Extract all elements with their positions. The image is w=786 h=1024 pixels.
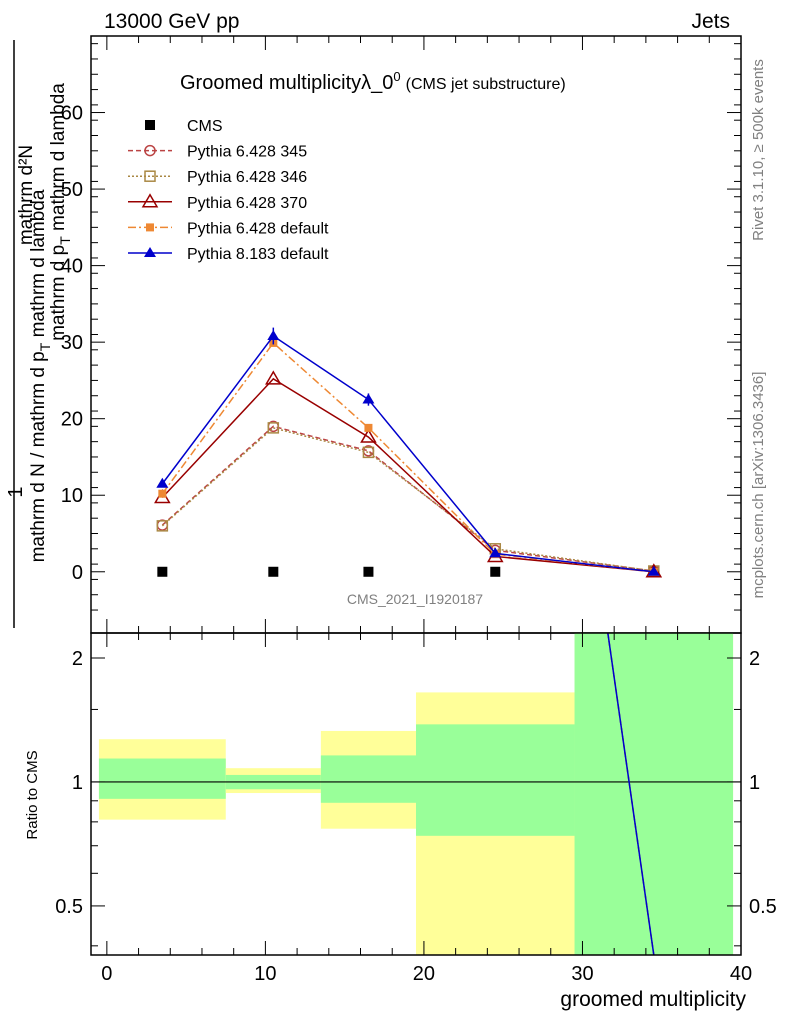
main-plot-panel: 0 10 20 30 40 50 60 <box>61 35 742 634</box>
ratio-line-py8def <box>607 632 655 956</box>
legend-item-py370: Pythia 6.428 370 <box>128 193 307 212</box>
header-left: 13000 GeV pp <box>104 10 239 33</box>
legend-item-py6def: Pythia 6.428 default <box>128 220 329 237</box>
header-right: Jets <box>691 10 730 33</box>
ytick-label-20: 20 <box>61 409 83 431</box>
ylabel-line1-sub: T <box>57 236 73 245</box>
data-point-py370-1 <box>265 370 282 385</box>
plot-title-text: Groomed multiplicity <box>180 72 361 94</box>
ratio-ytick-label-1: 1 <box>72 772 83 794</box>
ratio-plot-frame <box>90 632 742 956</box>
series-line-py6def <box>161 341 654 573</box>
xtick-label-40: 40 <box>730 963 752 985</box>
series-py346 <box>156 422 660 577</box>
legend-label-py345: Pythia 6.428 345 <box>187 144 307 161</box>
ytick-label-40: 40 <box>61 256 83 278</box>
legend-marker-py346 <box>144 170 156 182</box>
data-point-py6def-0 <box>158 489 167 498</box>
legend-marker-py6def <box>146 223 154 232</box>
ylabel-line1-rest: mathrm d lambda <box>48 83 69 237</box>
data-point-cms-1 <box>268 566 279 577</box>
y-axis-label: 1 mathrm d²N mathrm d N / mathrm d pT ma… <box>5 40 73 628</box>
ytick-label-10: 10 <box>61 485 83 507</box>
ratio-ytick-label-right-2: 2 <box>749 648 760 670</box>
series-py6def <box>158 338 658 576</box>
ratio-ytick-label-0.5: 0.5 <box>55 896 83 918</box>
band-inner-2 <box>320 755 416 803</box>
ylabel-denominator: mathrm d N / mathrm d pT mathrm d lambda <box>28 189 53 562</box>
legend-marker-py370 <box>141 193 159 208</box>
legend-label-py370: Pythia 6.428 370 <box>187 195 307 212</box>
legend-label-py8def: Pythia 8.183 default <box>187 246 329 263</box>
data-point-py8def-0 <box>156 477 169 488</box>
legend: CMS Pythia 6.428 345 Pythia 6.428 346 Pythi… <box>128 118 329 263</box>
legend-item-cms: CMS <box>145 118 223 135</box>
ratio-ytick-label-right-0.5: 0.5 <box>749 896 777 918</box>
data-point-py370-2 <box>360 428 377 443</box>
data-point-py346-2 <box>362 446 375 459</box>
data-point-py346-0 <box>156 520 169 532</box>
plot-title-note: (CMS jet substructure) <box>406 76 566 93</box>
data-point-py346-1 <box>267 422 280 434</box>
ylabel-denominator-main: mathrm d N / mathrm d p <box>28 351 49 562</box>
series-py8def <box>156 330 660 576</box>
ratio-ytick-label-2: 2 <box>72 648 83 670</box>
xtick-label-30: 30 <box>571 963 593 985</box>
series-line-py345 <box>161 425 654 572</box>
data-point-cms-0 <box>157 566 168 577</box>
series-py370 <box>154 370 663 578</box>
series-line-py370 <box>161 377 654 573</box>
data-point-cms-3 <box>490 566 501 577</box>
series-cms <box>157 566 659 577</box>
legend-item-py346: Pythia 6.428 346 <box>128 169 307 186</box>
band-inner-4 <box>574 633 734 955</box>
ytick-label-60: 60 <box>61 103 83 125</box>
plot-title: Groomed multiplicityλ_00 (CMS jet substru… <box>180 69 566 94</box>
data-point-py6def-2 <box>364 423 373 432</box>
data-point-cms-2 <box>363 566 374 577</box>
legend-label-py346: Pythia 6.428 346 <box>187 169 307 186</box>
data-point-py8def-4 <box>647 565 660 576</box>
ylabel-line1-main: mathrm d p <box>48 245 69 341</box>
series-line-py8def <box>161 335 654 573</box>
band-inner-0 <box>98 758 226 799</box>
legend-label-cms: CMS <box>187 118 223 135</box>
rivet-label: Rivet 3.1.10, ≥ 500k events <box>750 59 767 241</box>
ytick-label-30: 30 <box>61 332 83 354</box>
ratio-plot-panel: 0.5 0.51 12 20 10 20 30 40 <box>55 632 777 985</box>
watermark: CMS_2021_I1920187 <box>347 591 483 607</box>
mcplots-label: mcplots.cern.ch [arXiv:1306.3436] <box>750 372 767 599</box>
legend-marker-cms <box>145 120 155 130</box>
legend-marker-py8def <box>144 247 156 257</box>
series-line-py346 <box>161 427 654 572</box>
legend-item-py345: Pythia 6.428 345 <box>128 144 307 161</box>
plot-title-superscript: 0 <box>393 69 400 84</box>
xtick-label-20: 20 <box>413 963 435 985</box>
legend-label-py6def: Pythia 6.428 default <box>187 220 329 237</box>
xtick-label-10: 10 <box>254 963 276 985</box>
xtick-label-0: 0 <box>101 963 112 985</box>
legend-item-py8def: Pythia 8.183 default <box>128 246 329 263</box>
data-point-py8def-3 <box>489 547 502 558</box>
x-axis-label: groomed multiplicity <box>560 988 746 1011</box>
ylabel-line1: mathrm d pT mathrm d lambda <box>48 83 73 341</box>
ylabel-denominator-sub: T <box>37 342 53 351</box>
ratio-ylabel: Ratio to CMS <box>24 750 41 839</box>
band-inner-3 <box>416 724 575 836</box>
ylabel-numerator: 1 <box>5 486 27 497</box>
ytick-label-50: 50 <box>61 179 83 201</box>
ytick-label-0: 0 <box>72 562 83 584</box>
ratio-ytick-label-right-1: 1 <box>749 772 760 794</box>
ylabel-top: mathrm d²N <box>16 145 37 245</box>
ylabel-denominator-rest: mathrm d lambda <box>28 189 49 343</box>
legend-marker-py345 <box>144 144 156 157</box>
plot-title-symbol: λ_0 <box>361 72 393 94</box>
series-py345 <box>156 420 660 577</box>
